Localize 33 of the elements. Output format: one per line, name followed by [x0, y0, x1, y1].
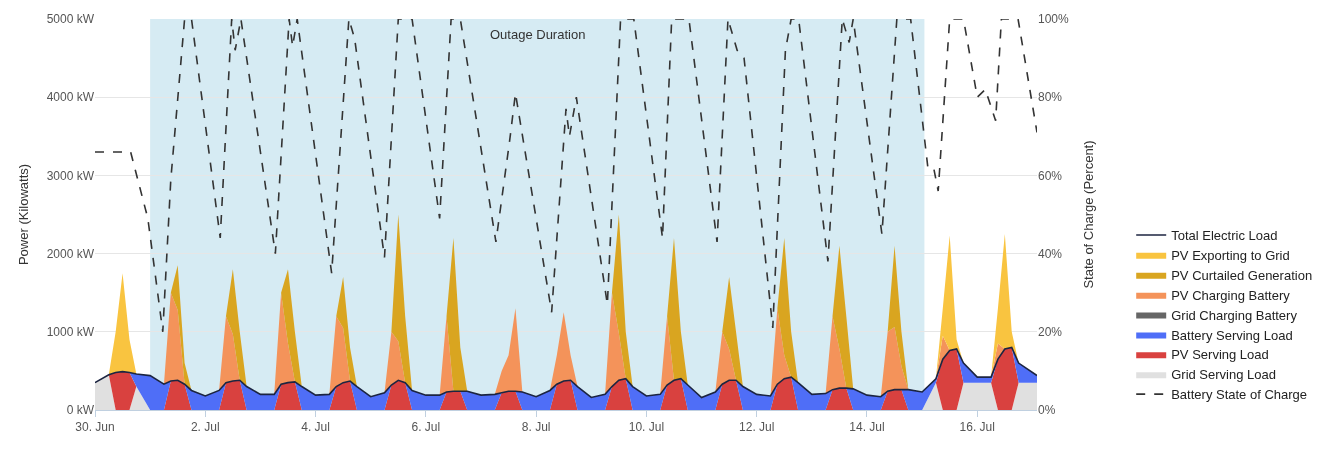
x-tick-label: 4. Jul: [301, 420, 330, 435]
x-tick-label: 16. Jul: [959, 420, 995, 435]
legend-label: Grid Serving Load: [1171, 367, 1276, 383]
x-tick-label: 10. Jul: [628, 420, 665, 435]
legend-label: PV Exporting to Grid: [1171, 247, 1290, 263]
x-tick-label: 6. Jul: [411, 420, 441, 435]
y-tick-label: 5000 kW: [46, 12, 95, 27]
legend-label: PV Charging Battery: [1171, 287, 1291, 303]
legend-label: Battery Serving Load: [1171, 327, 1293, 343]
y2-axis-title: State of Charge (Percent): [1080, 140, 1096, 289]
y2-tick-label: 60%: [1038, 168, 1063, 183]
y-tick-label: 4000 kW: [46, 90, 95, 105]
x-tick-label: 8. Jul: [521, 420, 551, 435]
legend-label: PV Curtailed Generation: [1171, 267, 1313, 283]
y-tick-label: 0 kW: [66, 403, 95, 418]
y-axis-title: Power (Kilowatts): [15, 163, 31, 266]
legend-label: Grid Charging Battery: [1171, 307, 1298, 323]
x-tick-label: 12. Jul: [739, 420, 775, 435]
y-tick-label: 1000 kW: [46, 325, 95, 339]
legend-label: Battery State of Charge: [1171, 387, 1308, 403]
x-tick-label: 14. Jul: [849, 420, 885, 435]
x-tick-label: 2. Jul: [190, 420, 220, 435]
y-tick-label: 3000 kW: [46, 168, 95, 183]
y2-tick-label: 80%: [1038, 90, 1063, 105]
y2-tick-label: 20%: [1038, 325, 1063, 339]
y2-tick-label: 40%: [1038, 246, 1063, 261]
legend-label: PV Serving Load: [1171, 347, 1269, 363]
y2-tick-label: 0%: [1038, 403, 1056, 418]
band-label: Outage Duration: [490, 27, 586, 42]
legend-label: Total Electric Load: [1171, 228, 1278, 244]
x-tick-label: 30. Jun: [75, 420, 115, 435]
y2-tick-label: 100%: [1038, 12, 1070, 27]
y-tick-label: 2000 kW: [46, 246, 95, 261]
